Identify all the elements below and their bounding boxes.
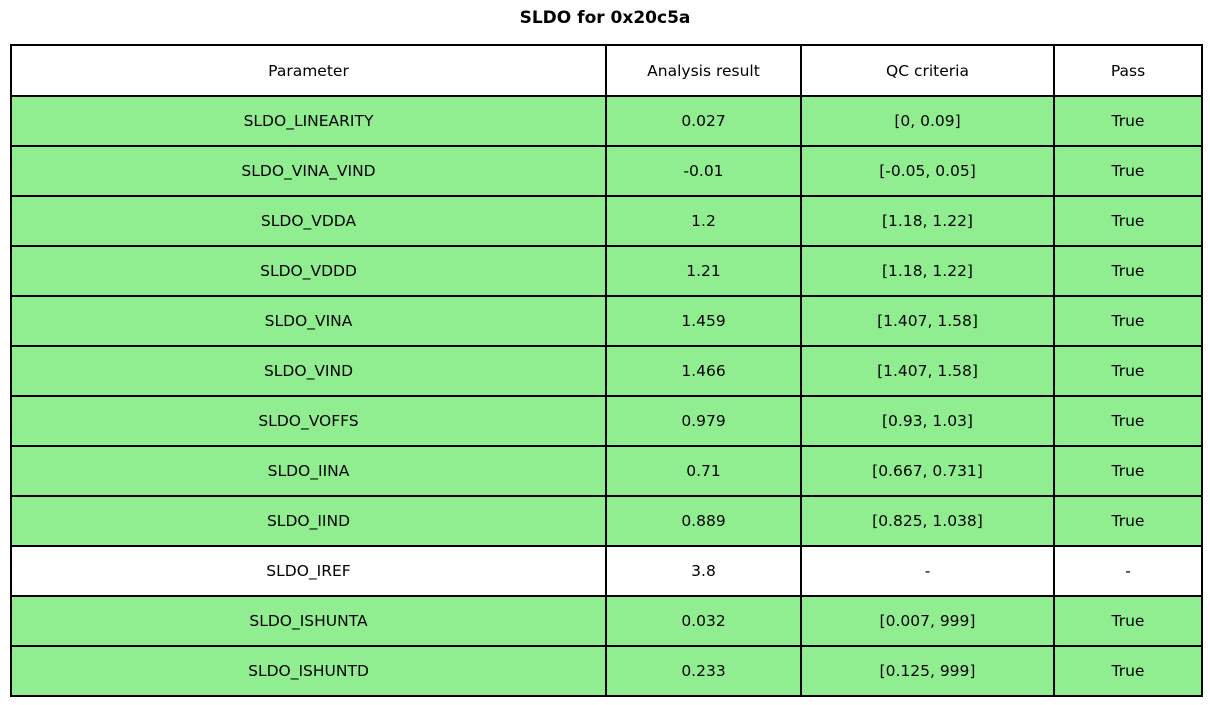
table-row: SLDO_VDDA 1.2 [1.18, 1.22] True xyxy=(10,195,1203,247)
qc-criteria-cell: [0.93, 1.03] xyxy=(800,395,1055,447)
analysis-result-cell: 0.032 xyxy=(605,595,802,647)
analysis-result-cell: 0.71 xyxy=(605,445,802,497)
column-header-qc-criteria: QC criteria xyxy=(800,44,1055,97)
qc-criteria-cell: [1.18, 1.22] xyxy=(800,245,1055,297)
table-row: SLDO_VDDD 1.21 [1.18, 1.22] True xyxy=(10,245,1203,297)
pass-cell: - xyxy=(1053,545,1203,597)
table-row: SLDO_VOFFS 0.979 [0.93, 1.03] True xyxy=(10,395,1203,447)
table-row: SLDO_VIND 1.466 [1.407, 1.58] True xyxy=(10,345,1203,397)
qc-criteria-cell: [1.18, 1.22] xyxy=(800,195,1055,247)
parameter-cell: SLDO_VINA xyxy=(10,295,607,347)
parameter-cell: SLDO_VIND xyxy=(10,345,607,397)
analysis-result-cell: 3.8 xyxy=(605,545,802,597)
column-header-parameter: Parameter xyxy=(10,44,607,97)
table-row: SLDO_IINA 0.71 [0.667, 0.731] True xyxy=(10,445,1203,497)
table-body: SLDO_LINEARITY 0.027 [0, 0.09] True SLDO… xyxy=(10,95,1203,697)
parameter-cell: SLDO_VDDD xyxy=(10,245,607,297)
pass-cell: True xyxy=(1053,245,1203,297)
table-header: Parameter Analysis result QC criteria Pa… xyxy=(10,44,1203,97)
column-header-pass: Pass xyxy=(1053,44,1203,97)
analysis-result-cell: 1.466 xyxy=(605,345,802,397)
table-row: SLDO_IREF 3.8 - - xyxy=(10,545,1203,597)
analysis-result-cell: 0.979 xyxy=(605,395,802,447)
table-row: SLDO_IIND 0.889 [0.825, 1.038] True xyxy=(10,495,1203,547)
pass-cell: True xyxy=(1053,495,1203,547)
qc-criteria-cell: [0.007, 999] xyxy=(800,595,1055,647)
parameter-cell: SLDO_VOFFS xyxy=(10,395,607,447)
analysis-result-cell: 0.889 xyxy=(605,495,802,547)
qc-results-table: Parameter Analysis result QC criteria Pa… xyxy=(10,44,1203,697)
parameter-cell: SLDO_ISHUNTA xyxy=(10,595,607,647)
parameter-cell: SLDO_IIND xyxy=(10,495,607,547)
parameter-cell: SLDO_IINA xyxy=(10,445,607,497)
parameter-cell: SLDO_ISHUNTD xyxy=(10,645,607,697)
parameter-cell: SLDO_VINA_VIND xyxy=(10,145,607,197)
pass-cell: True xyxy=(1053,295,1203,347)
analysis-result-cell: 0.027 xyxy=(605,95,802,147)
pass-cell: True xyxy=(1053,195,1203,247)
pass-cell: True xyxy=(1053,445,1203,497)
analysis-result-cell: 1.2 xyxy=(605,195,802,247)
analysis-result-cell: 1.459 xyxy=(605,295,802,347)
parameter-cell: SLDO_IREF xyxy=(10,545,607,597)
table-row: SLDO_VINA 1.459 [1.407, 1.58] True xyxy=(10,295,1203,347)
qc-criteria-cell: [0, 0.09] xyxy=(800,95,1055,147)
pass-cell: True xyxy=(1053,595,1203,647)
qc-criteria-cell: [0.667, 0.731] xyxy=(800,445,1055,497)
qc-criteria-cell: - xyxy=(800,545,1055,597)
analysis-result-cell: 0.233 xyxy=(605,645,802,697)
analysis-result-cell: 1.21 xyxy=(605,245,802,297)
qc-criteria-cell: [-0.05, 0.05] xyxy=(800,145,1055,197)
pass-cell: True xyxy=(1053,95,1203,147)
parameter-cell: SLDO_LINEARITY xyxy=(10,95,607,147)
pass-cell: True xyxy=(1053,145,1203,197)
table-row: SLDO_ISHUNTD 0.233 [0.125, 999] True xyxy=(10,645,1203,697)
pass-cell: True xyxy=(1053,395,1203,447)
table-row: SLDO_LINEARITY 0.027 [0, 0.09] True xyxy=(10,95,1203,147)
qc-criteria-cell: [1.407, 1.58] xyxy=(800,345,1055,397)
analysis-result-cell: -0.01 xyxy=(605,145,802,197)
qc-criteria-cell: [1.407, 1.58] xyxy=(800,295,1055,347)
page-title: SLDO for 0x20c5a xyxy=(519,8,691,28)
column-header-analysis-result: Analysis result xyxy=(605,44,802,97)
pass-cell: True xyxy=(1053,345,1203,397)
table-header-row: Parameter Analysis result QC criteria Pa… xyxy=(10,44,1203,97)
qc-criteria-cell: [0.125, 999] xyxy=(800,645,1055,697)
qc-criteria-cell: [0.825, 1.038] xyxy=(800,495,1055,547)
table-row: SLDO_ISHUNTA 0.032 [0.007, 999] True xyxy=(10,595,1203,647)
parameter-cell: SLDO_VDDA xyxy=(10,195,607,247)
table-row: SLDO_VINA_VIND -0.01 [-0.05, 0.05] True xyxy=(10,145,1203,197)
pass-cell: True xyxy=(1053,645,1203,697)
